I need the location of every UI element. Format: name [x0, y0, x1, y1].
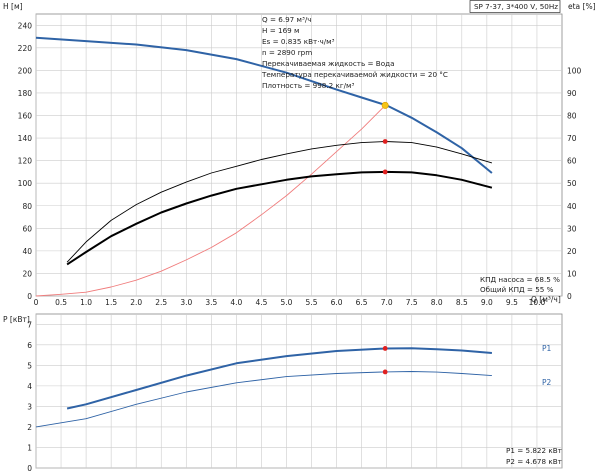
info-line: Плотность = 998.2 кг/м³ — [262, 81, 354, 90]
duty-point-marker — [382, 346, 388, 351]
total-efficiency-curve — [66, 170, 493, 266]
x-tick-label: 1.0 — [80, 298, 92, 307]
x-tick-label: 0.5 — [55, 298, 67, 307]
x-axis-title: Q [м³/ч] — [531, 295, 561, 304]
p1-series-label: P1 — [542, 344, 552, 353]
duty-point-marker — [382, 169, 388, 175]
y2-tick-label: 0 — [567, 292, 572, 301]
y-tick-label: 2 — [27, 423, 32, 432]
duty-point-marker — [382, 139, 388, 144]
p2-value-label: P2 = 4.678 кВт — [506, 457, 562, 466]
x-tick-label: 4.0 — [230, 298, 242, 307]
x-tick-label: 9.5 — [506, 298, 518, 307]
y2-tick-label: 30 — [567, 224, 577, 233]
model-box — [469, 0, 561, 13]
y-tick-label: 60 — [22, 224, 32, 233]
y-tick-label: 6 — [27, 341, 32, 350]
y2-tick-label: 10 — [567, 269, 577, 278]
y-tick-label: 160 — [18, 112, 33, 121]
y-axis-title-head: H [м] — [3, 2, 23, 11]
y-tick-label: 0 — [27, 464, 32, 473]
y2-tick-label: 90 — [567, 89, 577, 98]
y-tick-label: 100 — [18, 179, 33, 188]
p2-series-label: P2 — [542, 378, 552, 387]
x-tick-label: 10.0 — [529, 298, 546, 307]
y-tick-label: 240 — [18, 21, 33, 30]
y-axis-title-eta: eta [%] — [568, 2, 596, 11]
x-tick-label: 8.0 — [431, 298, 443, 307]
y-tick-label: 1 — [27, 443, 32, 452]
y2-tick-label: 80 — [567, 112, 577, 121]
info-line: Температура перекачиваемой жидкости = 20… — [261, 70, 448, 79]
model-label: SP 7-37, 3*400 V, 50Hz — [474, 2, 558, 11]
y-tick-label: 80 — [22, 202, 32, 211]
pump-efficiency-label: КПД насоса = 68.5 % — [480, 275, 560, 284]
x-tick-label: 7.5 — [406, 298, 418, 307]
y2-tick-label: 100 — [567, 66, 582, 75]
p1-value-label: P1 = 5.822 кВт — [506, 446, 562, 455]
y2-tick-label: 70 — [567, 134, 577, 143]
x-tick-label: 5.0 — [281, 298, 293, 307]
y-tick-label: 220 — [18, 44, 33, 53]
y2-tick-label: 40 — [567, 202, 577, 211]
y-tick-label: 7 — [27, 320, 32, 329]
operating-info: Q = 6.97 м³/ч H = 169 м Es = 0.835 кВт·ч… — [261, 15, 448, 90]
x-tick-label: 6.0 — [331, 298, 343, 307]
y2-tick-label: 20 — [567, 247, 577, 256]
x-tick-label: 9.0 — [481, 298, 493, 307]
duty-point-marker — [381, 101, 389, 109]
total-efficiency-label: Общий КПД = 55 % — [480, 285, 554, 294]
x-tick-label: 4.5 — [255, 298, 267, 307]
info-line: Перекачиваемая жидкость = Вода — [262, 59, 395, 68]
y-tick-label: 3 — [27, 402, 32, 411]
x-tick-label: 5.5 — [306, 298, 318, 307]
efficiency-info: КПД насоса = 68.5 % Общий КПД = 55 % — [480, 275, 560, 294]
power-info: P1 = 5.822 кВт P2 = 4.678 кВт — [506, 446, 562, 466]
info-line: H = 169 м — [262, 26, 299, 35]
lower-plot-frame — [35, 313, 563, 469]
y2-tick-label: 60 — [567, 157, 577, 166]
info-line: Es = 0.835 кВт·ч/м³ — [262, 37, 335, 46]
power-plot: 0 1 2 3 4 5 6 7 — [27, 313, 563, 473]
duty-point-marker — [382, 369, 388, 375]
y-tick-label: 0 — [27, 292, 32, 301]
x-tick-label: 3.0 — [180, 298, 192, 307]
y-tick-label: 120 — [18, 157, 33, 166]
pump-efficiency-curve — [66, 141, 493, 263]
y2-tick-label: 50 — [567, 179, 577, 188]
p1-curve — [66, 347, 492, 410]
head-efficiency-plot: 0 0.5 1.0 1.5 2.0 2.5 3.0 3.5 4.0 4.5 5.0 5.5 6.0 6.5… — [18, 13, 582, 307]
y-tick-label: 5 — [27, 361, 32, 370]
system-curve — [35, 105, 386, 297]
x-tick-label: 8.5 — [456, 298, 468, 307]
x-tick-label: 2.0 — [130, 298, 142, 307]
y-tick-label: 140 — [18, 134, 33, 143]
y-axis-title-power: P [кВт] — [3, 315, 30, 324]
info-line: n = 2890 rpm — [262, 48, 312, 57]
x-tick-label: 3.5 — [205, 298, 217, 307]
y-tick-label: 20 — [22, 269, 32, 278]
x-tick-label: 0 — [34, 298, 39, 307]
y-tick-label: 180 — [18, 89, 33, 98]
x-tick-label: 6.5 — [356, 298, 368, 307]
head-curve — [35, 36, 493, 174]
y-tick-label: 200 — [18, 66, 33, 75]
info-line: Q = 6.97 м³/ч — [262, 15, 312, 24]
y-tick-label: 4 — [27, 382, 32, 391]
x-tick-label: 1.5 — [105, 298, 117, 307]
x-tick-label: 2.5 — [155, 298, 167, 307]
x-tick-label: 7.0 — [381, 298, 393, 307]
p2-curve — [35, 371, 492, 428]
y-tick-label: 40 — [22, 247, 32, 256]
